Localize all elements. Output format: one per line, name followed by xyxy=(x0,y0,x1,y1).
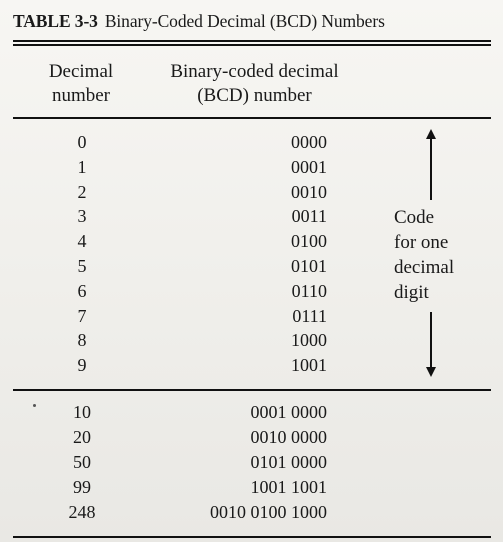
code-annotation: Code for one decimal digit xyxy=(394,205,454,305)
print-speck xyxy=(33,404,36,407)
bcd-value: 1000 xyxy=(291,330,327,351)
decimal-value: 1 xyxy=(77,156,87,177)
table-row: 2 0010 xyxy=(0,180,503,205)
decimal-value: 10 xyxy=(73,402,91,422)
table-label: TABLE 3-3 xyxy=(13,11,98,31)
bcd-value: 0111 xyxy=(292,305,327,326)
section-divider-rule xyxy=(13,389,491,391)
table-row: 1 0001 xyxy=(0,155,503,180)
bcd-value: 1001 1001 xyxy=(250,477,328,497)
decimal-value: 0 xyxy=(77,132,87,152)
table-row: 5 0101 xyxy=(0,254,503,279)
bcd-column-header: Binary-coded decimal (BCD) number xyxy=(152,60,357,108)
annotation-line-2: for one xyxy=(394,232,449,253)
table-row: 9 1001 xyxy=(0,353,503,378)
bcd-value: 0001 xyxy=(291,156,327,177)
decimal-value: 2 xyxy=(77,181,87,202)
arrow-up-line xyxy=(430,138,432,200)
decimal-value: 5 xyxy=(77,256,87,276)
table-row: 4 0100 xyxy=(0,229,503,254)
bcd-value: 0100 xyxy=(291,231,327,252)
bcd-header-line-1: Binary-coded decimal xyxy=(170,61,339,82)
bcd-value: 1001 xyxy=(291,355,327,376)
bcd-value: 0001 0000 xyxy=(250,402,328,422)
table-row: 99 1001 1001 xyxy=(0,475,503,500)
bcd-value: 0101 xyxy=(291,256,327,276)
decimal-value: 8 xyxy=(77,330,87,351)
bcd-value: 0011 xyxy=(291,206,327,227)
header-rule xyxy=(13,117,491,119)
decimal-value: 50 xyxy=(73,452,91,472)
annotation-line-1: Code xyxy=(394,207,435,228)
bcd-value: 0000 xyxy=(291,132,327,152)
table-row: 20 0010 0000 xyxy=(0,425,503,450)
bcd-value: 0010 0100 1000 xyxy=(210,502,327,522)
top-rule-double xyxy=(13,44,491,46)
table-row: 0 0000 xyxy=(0,130,503,155)
table-row: 3 0011 xyxy=(0,204,503,229)
arrow-down-icon xyxy=(426,367,436,377)
bcd-value: 0010 xyxy=(291,181,327,202)
decimal-value: 99 xyxy=(73,477,91,497)
decimal-column-header: Decimal number xyxy=(30,60,132,108)
decimal-header-line-1: Decimal xyxy=(48,61,114,82)
table-row: 248 0010 0100 1000 xyxy=(0,500,503,525)
decimal-value: 3 xyxy=(77,206,87,227)
decimal-value: 4 xyxy=(77,231,87,252)
decimal-value: 6 xyxy=(77,280,87,301)
table-title: Binary-Coded Decimal (BCD) Numbers xyxy=(104,11,385,31)
bottom-rule xyxy=(13,536,491,538)
table-caption: TABLE 3-3 Binary-Coded Decimal (BCD) Numb… xyxy=(13,11,385,32)
decimal-value: 248 xyxy=(68,502,96,522)
decimal-value: 20 xyxy=(73,427,91,447)
decimal-header-line-2: number xyxy=(51,85,111,106)
bcd-value: 0110 xyxy=(291,280,327,301)
annotation-line-4: digit xyxy=(394,282,429,303)
table-row: 7 0111 xyxy=(0,304,503,329)
table-row: 8 1000 xyxy=(0,328,503,353)
decimal-value: 9 xyxy=(77,355,87,376)
arrow-up-icon xyxy=(426,129,436,139)
top-rule xyxy=(13,40,491,42)
bcd-header-line-2: (BCD) number xyxy=(197,85,312,106)
table-row: 6 0110 xyxy=(0,279,503,304)
bcd-value: 0010 0000 xyxy=(250,427,328,447)
decimal-value: 7 xyxy=(77,305,87,326)
bcd-value: 0101 0000 xyxy=(250,452,328,472)
table-row: 10 0001 0000 xyxy=(0,400,503,425)
table-row: 50 0101 0000 xyxy=(0,450,503,475)
annotation-line-3: decimal xyxy=(394,257,455,278)
arrow-down-line xyxy=(430,312,432,368)
